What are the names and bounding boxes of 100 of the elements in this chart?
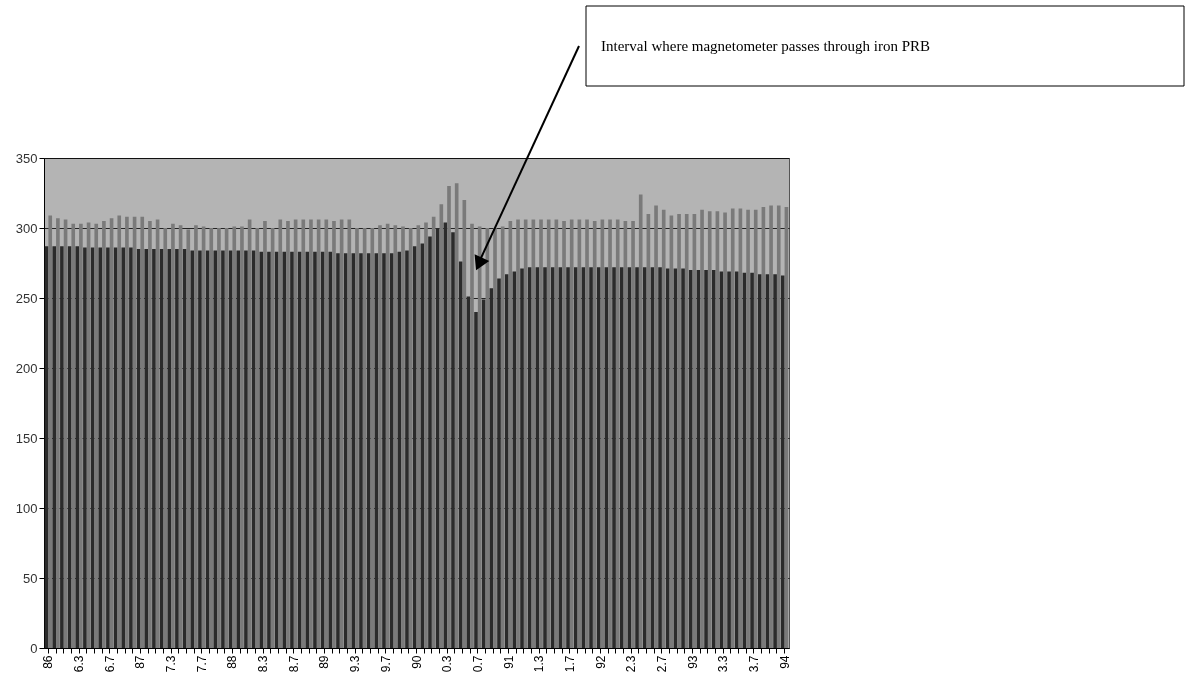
bar: [635, 267, 639, 648]
bar: [94, 223, 99, 648]
bar: [244, 250, 248, 648]
bar: [301, 219, 306, 648]
bar: [661, 209, 666, 648]
bar: [612, 267, 616, 648]
bar: [209, 228, 214, 648]
bar: [213, 250, 218, 648]
bar: [286, 221, 290, 648]
bar: [658, 267, 662, 648]
y-tick-label: 350: [15, 150, 38, 166]
bar: [144, 249, 149, 648]
bar: [167, 249, 172, 648]
bar: [175, 249, 179, 648]
bar: [140, 216, 145, 648]
bar: [198, 250, 202, 648]
bar: [750, 272, 754, 648]
bar: [780, 275, 785, 648]
bar: [566, 267, 570, 648]
x-tick-label: 92: [593, 655, 608, 669]
bar: [186, 229, 191, 648]
bar: [324, 219, 329, 648]
bar: [401, 226, 405, 648]
x-tick-label: 0.7: [470, 655, 485, 673]
bar: [543, 267, 547, 648]
bar: [776, 205, 781, 648]
bar: [700, 209, 704, 648]
bar: [412, 246, 417, 648]
bar: [753, 209, 758, 648]
bar: [520, 268, 524, 648]
bar: [504, 274, 509, 648]
bar: [117, 215, 122, 648]
bar: [665, 268, 670, 648]
x-tick-label: 8.7: [286, 655, 301, 673]
bar: [727, 271, 731, 648]
bar: [382, 253, 386, 648]
bar: [481, 299, 486, 648]
bar: [642, 267, 647, 648]
x-tick-label: 7.7: [194, 655, 209, 673]
text: Interval where magnetometer passes through iron PRB: [601, 38, 931, 54]
bar: [704, 270, 708, 648]
bar: [608, 219, 612, 648]
bar: [550, 267, 555, 648]
bar: [71, 223, 76, 648]
bar: [527, 267, 532, 648]
bar: [236, 250, 241, 648]
bar: [278, 219, 283, 648]
bar: [98, 247, 103, 648]
x-tick-label: 1.3: [532, 655, 547, 673]
bar: [282, 251, 287, 648]
bar: [435, 228, 440, 648]
bar: [539, 219, 543, 648]
y-tick-label: 250: [15, 290, 38, 306]
bar: [573, 267, 578, 648]
bar: [730, 208, 735, 648]
bar: [523, 219, 528, 648]
bar: [424, 222, 428, 648]
x-tick-label: 3.3: [716, 655, 731, 673]
x-tick-label: 7.3: [164, 655, 179, 673]
bar: [615, 219, 620, 648]
bar: [688, 270, 693, 648]
bar: [267, 251, 271, 648]
bar: [569, 219, 574, 648]
bar: [723, 212, 727, 648]
bar: [79, 223, 83, 648]
bar: [405, 250, 409, 648]
bar: [263, 221, 267, 648]
bar: [589, 267, 593, 648]
bar: [585, 219, 589, 648]
x-tick-label: 0.3: [440, 655, 455, 673]
bar: [746, 209, 750, 648]
bar: [129, 247, 133, 648]
bar: [171, 223, 175, 648]
bar: [313, 251, 317, 648]
y-tick-label: 200: [15, 360, 38, 376]
bar: [773, 274, 777, 648]
x-tick-label: 9.7: [378, 655, 393, 673]
x-tick-label: 87: [133, 655, 148, 669]
bar: [677, 214, 681, 648]
bar: [48, 215, 53, 648]
x-tick-label: 89: [317, 655, 332, 669]
bar: [255, 228, 260, 648]
bar: [592, 221, 597, 648]
bar: [190, 250, 195, 648]
bar: [546, 219, 551, 648]
x-tick-label: 86: [41, 655, 56, 669]
bar: [470, 223, 474, 648]
bar: [711, 270, 716, 648]
bar: [52, 246, 57, 648]
bar: [121, 247, 126, 648]
bar: [290, 251, 294, 648]
x-tick-label: 93: [685, 655, 700, 669]
bar: [305, 251, 310, 648]
bar: [355, 228, 359, 648]
x-tick-label: 1.7: [562, 655, 577, 673]
bar: [654, 205, 658, 648]
bar: [493, 228, 497, 648]
bar: [56, 218, 60, 648]
x-tick-label: 2.3: [624, 655, 639, 673]
bar: [393, 225, 398, 648]
